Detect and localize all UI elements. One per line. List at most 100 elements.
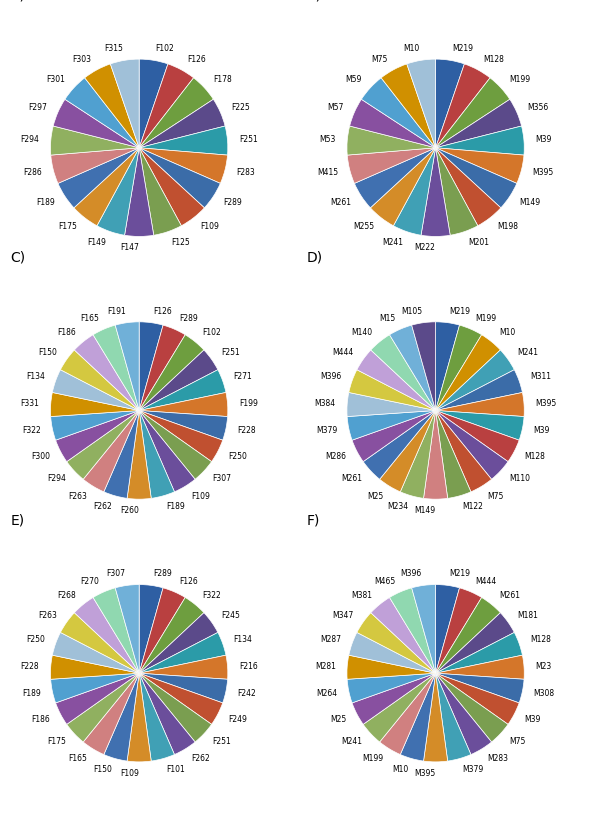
Text: M222: M222 bbox=[414, 244, 436, 253]
Wedge shape bbox=[436, 673, 519, 724]
Text: F109: F109 bbox=[120, 769, 139, 778]
Text: M379: M379 bbox=[463, 765, 484, 774]
Wedge shape bbox=[104, 410, 139, 498]
Text: F263: F263 bbox=[68, 492, 87, 501]
Wedge shape bbox=[355, 148, 436, 208]
Text: M395: M395 bbox=[535, 399, 557, 408]
Text: M57: M57 bbox=[327, 103, 344, 112]
Wedge shape bbox=[352, 673, 436, 724]
Text: F251: F251 bbox=[239, 135, 258, 144]
Wedge shape bbox=[139, 148, 204, 226]
Text: F289: F289 bbox=[179, 314, 198, 323]
Wedge shape bbox=[139, 410, 227, 440]
Text: M75: M75 bbox=[371, 55, 388, 64]
Text: M199: M199 bbox=[362, 754, 384, 764]
Text: M444: M444 bbox=[476, 577, 497, 586]
Text: F150: F150 bbox=[93, 765, 112, 774]
Text: M241: M241 bbox=[517, 348, 538, 357]
Wedge shape bbox=[436, 588, 482, 673]
Wedge shape bbox=[51, 148, 139, 183]
Text: F294: F294 bbox=[47, 475, 66, 484]
Wedge shape bbox=[352, 410, 436, 461]
Wedge shape bbox=[436, 673, 524, 703]
Wedge shape bbox=[349, 369, 436, 410]
Wedge shape bbox=[381, 64, 436, 148]
Text: M128: M128 bbox=[530, 635, 551, 644]
Wedge shape bbox=[436, 59, 465, 148]
Text: M261: M261 bbox=[341, 475, 362, 484]
Wedge shape bbox=[85, 64, 139, 148]
Text: F175: F175 bbox=[47, 737, 66, 746]
Text: F297: F297 bbox=[28, 103, 47, 112]
Text: F134: F134 bbox=[234, 635, 252, 644]
Text: F315: F315 bbox=[104, 44, 123, 53]
Text: D): D) bbox=[307, 251, 323, 265]
Wedge shape bbox=[436, 585, 460, 673]
Text: F286: F286 bbox=[23, 167, 42, 177]
Text: M347: M347 bbox=[333, 611, 354, 620]
Text: M396: M396 bbox=[401, 570, 422, 579]
Wedge shape bbox=[139, 673, 212, 742]
Wedge shape bbox=[110, 59, 139, 148]
Wedge shape bbox=[347, 673, 436, 703]
Wedge shape bbox=[436, 612, 514, 673]
Wedge shape bbox=[349, 632, 436, 673]
Wedge shape bbox=[350, 99, 436, 148]
Text: F289: F289 bbox=[153, 570, 172, 579]
Text: M122: M122 bbox=[463, 502, 483, 511]
Wedge shape bbox=[51, 410, 139, 440]
Text: M201: M201 bbox=[468, 238, 489, 247]
Wedge shape bbox=[436, 369, 522, 410]
Wedge shape bbox=[436, 350, 514, 410]
Wedge shape bbox=[424, 410, 448, 499]
Text: F126: F126 bbox=[187, 55, 206, 64]
Text: F165: F165 bbox=[80, 314, 99, 323]
Text: F300: F300 bbox=[31, 452, 50, 461]
Text: F109: F109 bbox=[191, 492, 210, 501]
Wedge shape bbox=[436, 78, 510, 148]
Wedge shape bbox=[436, 673, 491, 754]
Wedge shape bbox=[347, 655, 436, 679]
Wedge shape bbox=[361, 78, 436, 148]
Text: F322: F322 bbox=[22, 426, 41, 435]
Wedge shape bbox=[139, 588, 185, 673]
Wedge shape bbox=[401, 410, 436, 498]
Text: M39: M39 bbox=[534, 426, 550, 435]
Wedge shape bbox=[347, 126, 436, 155]
Text: F150: F150 bbox=[39, 348, 57, 357]
Text: F250: F250 bbox=[26, 635, 45, 644]
Text: F228: F228 bbox=[21, 662, 39, 671]
Wedge shape bbox=[50, 655, 139, 679]
Wedge shape bbox=[53, 369, 139, 410]
Wedge shape bbox=[139, 350, 218, 410]
Wedge shape bbox=[436, 148, 478, 236]
Text: M234: M234 bbox=[387, 502, 408, 511]
Text: M39: M39 bbox=[535, 135, 552, 144]
Wedge shape bbox=[74, 335, 139, 410]
Wedge shape bbox=[139, 64, 194, 148]
Wedge shape bbox=[127, 673, 151, 762]
Text: M287: M287 bbox=[320, 635, 341, 644]
Wedge shape bbox=[347, 148, 436, 183]
Wedge shape bbox=[436, 410, 491, 492]
Text: F101: F101 bbox=[166, 765, 185, 774]
Text: M75: M75 bbox=[509, 737, 525, 746]
Text: M395: M395 bbox=[414, 769, 436, 778]
Text: M25: M25 bbox=[367, 492, 384, 501]
Wedge shape bbox=[56, 673, 139, 724]
Wedge shape bbox=[139, 99, 225, 148]
Wedge shape bbox=[436, 148, 524, 183]
Wedge shape bbox=[139, 148, 182, 236]
Wedge shape bbox=[390, 588, 436, 673]
Wedge shape bbox=[67, 410, 139, 479]
Text: M15: M15 bbox=[379, 314, 396, 323]
Wedge shape bbox=[411, 585, 436, 673]
Text: M444: M444 bbox=[333, 348, 354, 357]
Text: F189: F189 bbox=[166, 502, 185, 511]
Text: F245: F245 bbox=[221, 611, 240, 620]
Text: M128: M128 bbox=[525, 452, 546, 461]
Text: M395: M395 bbox=[533, 167, 554, 177]
Wedge shape bbox=[139, 369, 226, 410]
Text: M140: M140 bbox=[352, 328, 372, 337]
Wedge shape bbox=[139, 59, 168, 148]
